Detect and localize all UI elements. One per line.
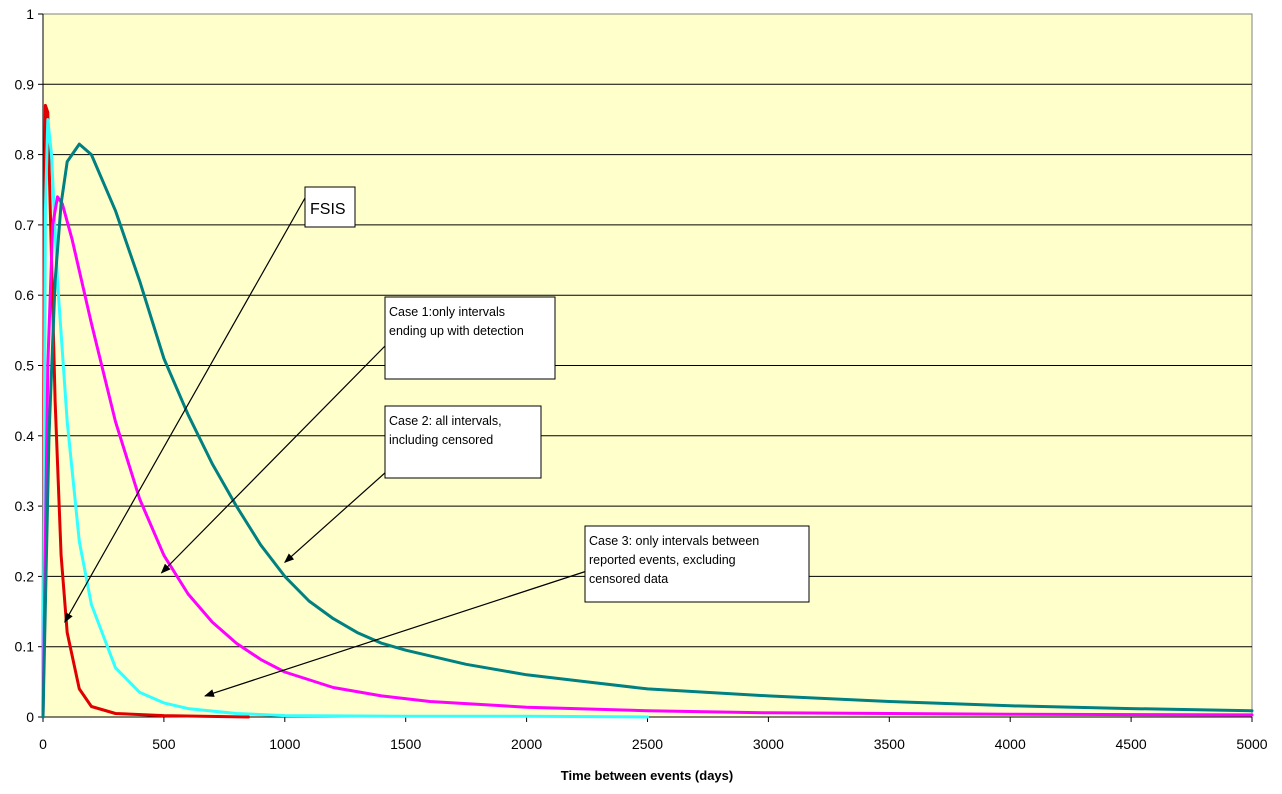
series-line-4 xyxy=(41,142,1254,719)
y-tick-label: 0 xyxy=(26,709,34,725)
annotation-box xyxy=(384,296,556,380)
annotation-arrow xyxy=(204,569,591,697)
annotations: FSIS Case 1:only intervals ending up with … xyxy=(64,186,810,697)
annotation-arrow xyxy=(284,471,387,564)
y-tick-label: 1 xyxy=(26,6,34,22)
x-tick-label: 1500 xyxy=(390,736,421,752)
annotation-text: including censored xyxy=(389,433,493,447)
annotation-callout: Case 2: all intervals, including censored xyxy=(284,405,542,564)
annotation-callout: Case 1:only intervals ending up with dete… xyxy=(160,296,556,574)
x-tick-label: 3000 xyxy=(753,736,784,752)
annotation-text: reported events, excluding xyxy=(589,553,736,567)
y-tick-label: 0.1 xyxy=(15,639,35,655)
annotation-text: Case 3: only intervals between xyxy=(589,534,759,548)
series-lines xyxy=(41,103,1254,719)
x-tick-label: 5000 xyxy=(1236,736,1267,752)
x-tick-label: 1000 xyxy=(269,736,300,752)
y-tick-label: 0.7 xyxy=(15,217,35,233)
y-tick-label: 0.3 xyxy=(15,498,35,514)
gridlines xyxy=(43,83,1252,648)
x-tick-label: 3500 xyxy=(874,736,905,752)
x-tick-label: 4000 xyxy=(995,736,1026,752)
annotation-arrow xyxy=(64,197,306,623)
x-tick-label: 2500 xyxy=(632,736,663,752)
annotation-callout: FSIS xyxy=(64,186,356,623)
annotation-box xyxy=(304,186,356,228)
series-line-1 xyxy=(41,103,250,719)
y-tick-label: 0.2 xyxy=(15,568,35,584)
y-tick-label: 0.9 xyxy=(15,76,35,92)
annotation-box xyxy=(384,405,542,479)
annotation-text: ending up with detection xyxy=(389,324,524,338)
x-tick-label: 2000 xyxy=(511,736,542,752)
y-tick-label: 0.4 xyxy=(15,428,35,444)
annotation-callout: Case 3: only intervals between reported e… xyxy=(204,525,810,697)
annotation-arrow xyxy=(160,344,387,574)
x-tick-label: 500 xyxy=(152,736,176,752)
y-tick-label: 0.8 xyxy=(15,147,35,163)
x-axis-title: Time between events (days) xyxy=(561,768,733,783)
y-tick-label: 0.5 xyxy=(15,358,35,374)
x-tick-label: 4500 xyxy=(1116,736,1147,752)
annotation-text: censored data xyxy=(589,572,668,586)
x-tick-label: 0 xyxy=(39,736,47,752)
annotation-text: Case 2: all intervals, xyxy=(389,414,502,428)
annotation-text: Case 1:only intervals xyxy=(389,305,505,319)
annotation-box xyxy=(584,525,810,603)
series-line-2 xyxy=(41,118,649,719)
y-tick-label: 0.6 xyxy=(15,287,35,303)
annotation-text: FSIS xyxy=(310,201,346,218)
